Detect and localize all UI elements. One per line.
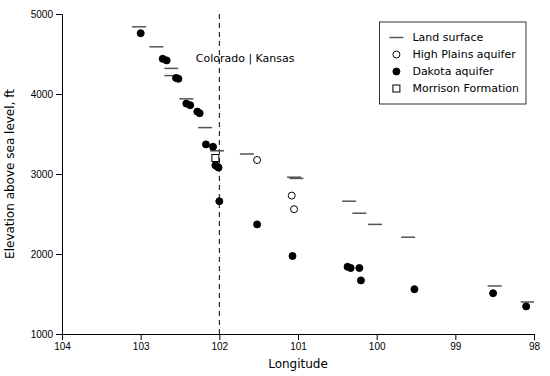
axis-line xyxy=(63,335,535,341)
legend-item: High Plains aquifer xyxy=(393,48,516,61)
tick: 99 xyxy=(450,334,462,352)
tick: 3000 xyxy=(31,169,62,180)
legend-symbol xyxy=(393,68,400,75)
series xyxy=(254,157,298,213)
legend-label: Morrison Formation xyxy=(412,82,519,95)
dash-mark xyxy=(164,68,178,70)
point xyxy=(202,141,209,148)
tick-label: 102 xyxy=(211,341,228,352)
chart: 104 103 102 101 100 99 98 1000 2000 3000 4000 5000 L… xyxy=(0,0,550,376)
point xyxy=(254,221,261,228)
tick-mark xyxy=(56,334,62,335)
point xyxy=(347,265,354,272)
tick-mark xyxy=(219,334,220,340)
marks xyxy=(132,14,534,334)
tick: 101 xyxy=(290,334,307,352)
legend-item: Land surface xyxy=(389,31,483,44)
dash-mark xyxy=(240,153,254,155)
point xyxy=(216,198,223,205)
tick-mark xyxy=(377,334,378,340)
series xyxy=(212,155,219,162)
tick-mark xyxy=(56,174,62,175)
tick: 100 xyxy=(369,334,386,352)
point xyxy=(356,265,363,272)
point xyxy=(411,286,418,293)
dash-mark xyxy=(342,200,356,202)
point xyxy=(357,277,364,284)
point xyxy=(254,157,261,164)
point xyxy=(215,164,222,171)
tick-label: 103 xyxy=(133,341,150,352)
tick: 1000 xyxy=(31,329,62,340)
point xyxy=(210,143,217,150)
tick-label: 101 xyxy=(290,341,307,352)
plot: 104 103 102 101 100 99 98 1000 2000 3000 4000 5000 L… xyxy=(3,9,540,371)
dash-mark xyxy=(368,224,382,226)
tick-mark xyxy=(56,254,62,255)
legend-symbol xyxy=(393,51,400,58)
point xyxy=(196,110,203,117)
tick: 102 xyxy=(211,334,228,352)
tick-label: 4000 xyxy=(31,89,54,100)
tick-mark xyxy=(56,14,62,15)
legend-label: Dakota aquifer xyxy=(412,65,494,78)
legend: Land surface High Plains aquifer Dakota aq… xyxy=(379,22,526,104)
x-axis: 104 103 102 101 100 99 98 xyxy=(54,334,540,352)
legend-label: High Plains aquifer xyxy=(412,48,516,61)
dash-mark xyxy=(149,46,163,48)
point xyxy=(490,290,497,297)
y-axis: 1000 2000 3000 4000 5000 xyxy=(31,9,63,340)
tick-label: 3000 xyxy=(31,169,54,180)
point xyxy=(289,253,296,260)
legend-label: Land surface xyxy=(412,31,483,44)
tick-mark xyxy=(298,334,299,340)
dash-mark xyxy=(352,212,366,214)
tick-mark xyxy=(455,334,456,340)
legend-item: Morrison Formation xyxy=(393,82,519,95)
tick-label: 98 xyxy=(529,341,541,352)
dash-mark xyxy=(401,236,415,238)
tick: 5000 xyxy=(31,9,62,20)
point xyxy=(137,30,144,37)
tick-label: 104 xyxy=(54,341,71,352)
legend-symbol xyxy=(389,37,403,39)
y-axis-title: Elevation above sea level, ft xyxy=(3,89,17,259)
tick-mark xyxy=(534,334,535,340)
tick-label: 100 xyxy=(369,341,386,352)
dash-mark xyxy=(488,285,502,287)
dash-mark xyxy=(289,178,303,180)
point xyxy=(523,303,530,310)
tick-label: 99 xyxy=(450,341,462,352)
annotation: Colorado | Kansas xyxy=(196,52,295,65)
dash-mark xyxy=(179,98,193,100)
tick-mark xyxy=(141,334,142,340)
dash-mark xyxy=(521,301,534,303)
tick: 4000 xyxy=(31,89,62,100)
point xyxy=(291,206,298,213)
axis-line xyxy=(56,15,63,335)
point xyxy=(175,75,182,82)
dash-mark xyxy=(132,26,146,28)
series xyxy=(137,30,529,310)
point xyxy=(163,57,170,64)
tick: 2000 xyxy=(31,249,62,260)
dash-mark xyxy=(198,127,212,129)
point xyxy=(288,192,295,199)
tick-mark xyxy=(56,94,62,95)
tick-label: 1000 xyxy=(31,329,54,340)
legend-box xyxy=(379,22,526,104)
x-axis-title: Longitude xyxy=(268,357,328,371)
legend-item: Dakota aquifer xyxy=(393,65,494,78)
point xyxy=(187,102,194,109)
tick: 104 xyxy=(54,334,71,352)
point xyxy=(212,155,219,162)
tick: 103 xyxy=(133,334,150,352)
tick-label: 5000 xyxy=(31,9,54,20)
tick: 98 xyxy=(529,334,541,352)
series xyxy=(132,27,534,302)
legend-symbol xyxy=(393,85,400,92)
tick-label: 2000 xyxy=(31,249,54,260)
